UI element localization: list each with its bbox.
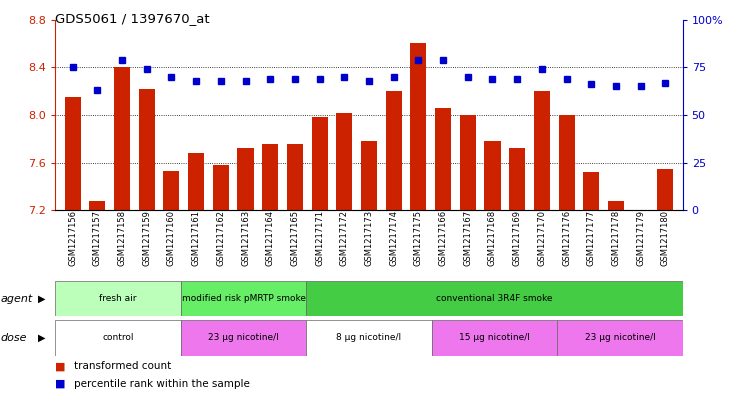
Text: ▶: ▶	[38, 294, 46, 304]
Text: GSM1217157: GSM1217157	[93, 210, 102, 266]
Bar	[213, 165, 229, 210]
Bar	[386, 91, 401, 210]
Text: transformed count: transformed count	[74, 362, 171, 371]
Text: GSM1217165: GSM1217165	[291, 210, 300, 266]
Text: GSM1217166: GSM1217166	[438, 210, 447, 266]
Text: modified risk pMRTP smoke: modified risk pMRTP smoke	[182, 294, 306, 303]
Text: GSM1217179: GSM1217179	[636, 210, 645, 266]
Text: GSM1217158: GSM1217158	[117, 210, 126, 266]
Bar	[287, 143, 303, 210]
Bar	[311, 118, 328, 210]
Bar	[460, 115, 476, 210]
Bar	[188, 153, 204, 210]
Text: GSM1217174: GSM1217174	[389, 210, 399, 266]
Bar	[238, 148, 254, 210]
Text: 23 μg nicotine/l: 23 μg nicotine/l	[584, 334, 655, 342]
Text: GSM1217173: GSM1217173	[365, 210, 373, 266]
Text: GSM1217169: GSM1217169	[513, 210, 522, 266]
Text: fresh air: fresh air	[100, 294, 137, 303]
Text: GSM1217156: GSM1217156	[68, 210, 77, 266]
Text: dose: dose	[1, 333, 27, 343]
Text: GSM1217168: GSM1217168	[488, 210, 497, 266]
Text: GSM1217167: GSM1217167	[463, 210, 472, 266]
Bar	[89, 201, 106, 210]
Bar	[557, 320, 683, 356]
Text: GSM1217175: GSM1217175	[414, 210, 423, 266]
Bar	[306, 320, 432, 356]
Text: GSM1217178: GSM1217178	[612, 210, 621, 266]
Bar	[410, 44, 427, 210]
Bar	[163, 171, 179, 210]
Text: 15 μg nicotine/l: 15 μg nicotine/l	[459, 334, 530, 342]
Bar	[435, 108, 451, 210]
Bar	[114, 67, 130, 210]
Bar	[262, 143, 278, 210]
Text: 23 μg nicotine/l: 23 μg nicotine/l	[208, 334, 279, 342]
Bar	[55, 281, 181, 316]
Text: GSM1217180: GSM1217180	[661, 210, 670, 266]
Bar	[361, 141, 377, 210]
Text: GSM1217170: GSM1217170	[537, 210, 546, 266]
Text: GSM1217176: GSM1217176	[562, 210, 571, 266]
Bar	[181, 281, 306, 316]
Bar	[55, 320, 181, 356]
Text: ▶: ▶	[38, 333, 46, 343]
Text: ■: ■	[55, 362, 66, 371]
Bar	[337, 112, 352, 210]
Bar	[306, 281, 683, 316]
Text: conventional 3R4F smoke: conventional 3R4F smoke	[436, 294, 553, 303]
Bar	[181, 320, 306, 356]
Text: GSM1217159: GSM1217159	[142, 210, 151, 266]
Text: agent: agent	[1, 294, 33, 304]
Text: GSM1217164: GSM1217164	[266, 210, 275, 266]
Bar	[65, 97, 80, 210]
Text: GSM1217160: GSM1217160	[167, 210, 176, 266]
Bar	[658, 169, 673, 210]
Bar	[534, 91, 550, 210]
Text: GSM1217162: GSM1217162	[216, 210, 225, 266]
Bar	[583, 172, 599, 210]
Bar	[139, 89, 155, 210]
Text: GSM1217171: GSM1217171	[315, 210, 324, 266]
Text: control: control	[103, 334, 134, 342]
Bar	[559, 115, 575, 210]
Text: GSM1217163: GSM1217163	[241, 210, 250, 266]
Bar	[509, 148, 525, 210]
Text: GSM1217172: GSM1217172	[339, 210, 349, 266]
Bar	[608, 201, 624, 210]
Text: GSM1217161: GSM1217161	[192, 210, 201, 266]
Text: 8 μg nicotine/l: 8 μg nicotine/l	[337, 334, 401, 342]
Text: GSM1217177: GSM1217177	[587, 210, 596, 266]
Text: GDS5061 / 1397670_at: GDS5061 / 1397670_at	[55, 12, 210, 25]
Bar	[484, 141, 500, 210]
Text: ■: ■	[55, 379, 66, 389]
Bar	[432, 320, 557, 356]
Text: percentile rank within the sample: percentile rank within the sample	[74, 379, 249, 389]
